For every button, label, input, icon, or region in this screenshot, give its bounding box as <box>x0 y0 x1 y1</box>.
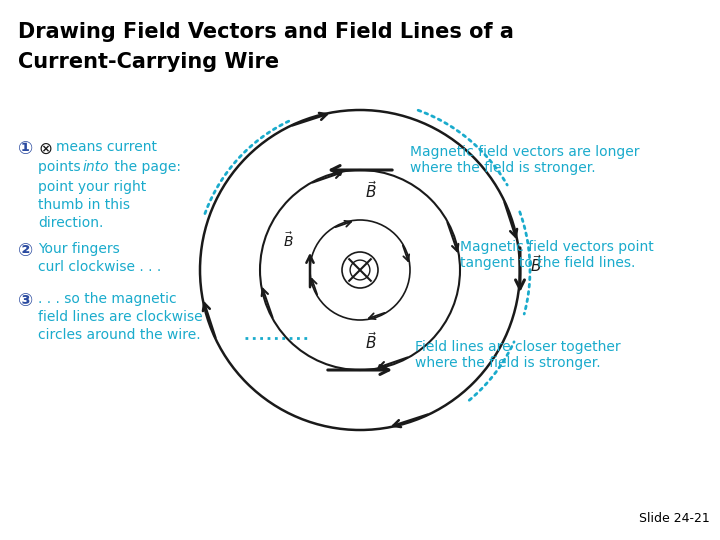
Text: direction.: direction. <box>38 216 104 230</box>
Text: $\vec{B}$: $\vec{B}$ <box>530 254 542 275</box>
Text: ⊗: ⊗ <box>38 140 52 158</box>
Text: $\vec{B}$: $\vec{B}$ <box>365 180 377 201</box>
Text: point your right: point your right <box>38 180 146 194</box>
Text: thumb in this: thumb in this <box>38 198 130 212</box>
Text: ③: ③ <box>18 292 33 310</box>
Text: curl clockwise . . .: curl clockwise . . . <box>38 260 161 274</box>
Text: field lines are clockwise: field lines are clockwise <box>38 310 202 324</box>
Text: Field lines are closer together
where the field is stronger.: Field lines are closer together where th… <box>415 340 621 370</box>
Text: circles around the wire.: circles around the wire. <box>38 328 201 342</box>
Text: ②: ② <box>18 242 33 260</box>
Text: into: into <box>83 160 109 174</box>
Text: Current-Carrying Wire: Current-Carrying Wire <box>18 52 279 72</box>
Text: means current: means current <box>56 140 157 154</box>
Text: $\vec{B}$: $\vec{B}$ <box>365 331 377 352</box>
Text: ①: ① <box>18 140 33 158</box>
Text: Your fingers: Your fingers <box>38 242 120 256</box>
Text: Drawing Field Vectors and Field Lines of a: Drawing Field Vectors and Field Lines of… <box>18 22 514 42</box>
Text: Magnetic field vectors point
tangent to the field lines.: Magnetic field vectors point tangent to … <box>460 240 654 270</box>
Text: $\vec{B}$: $\vec{B}$ <box>283 231 293 250</box>
Text: Slide 24-21: Slide 24-21 <box>639 512 710 525</box>
Text: points: points <box>38 160 85 174</box>
Text: Magnetic field vectors are longer
where the field is stronger.: Magnetic field vectors are longer where … <box>410 145 639 175</box>
Text: . . . so the magnetic: . . . so the magnetic <box>38 292 176 306</box>
Text: the page:: the page: <box>110 160 181 174</box>
